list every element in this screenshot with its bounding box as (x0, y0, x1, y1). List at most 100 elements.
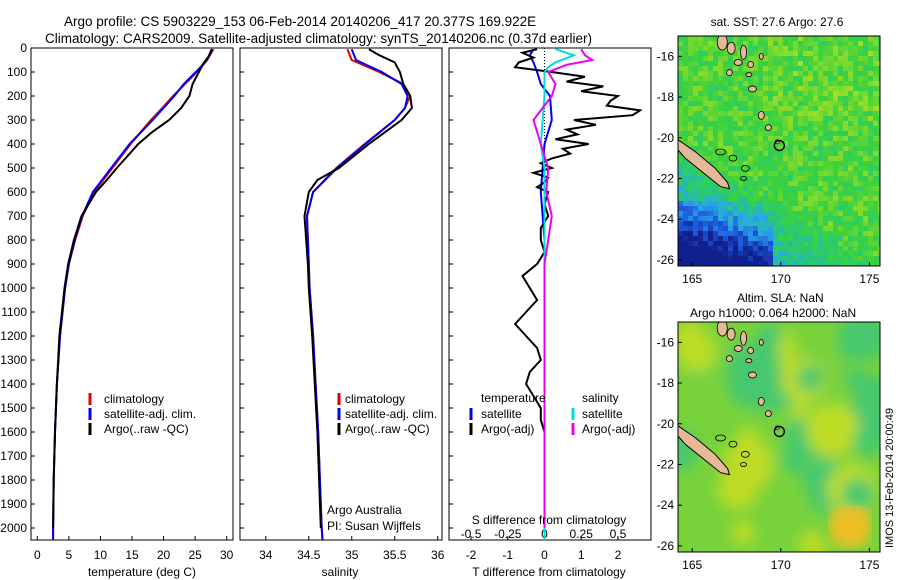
sst-cell (828, 146, 834, 152)
sst-cell (878, 171, 880, 177)
sst-cell (878, 241, 880, 247)
sst-cell (743, 161, 749, 167)
sla-blob (841, 478, 875, 511)
sst-cell (783, 41, 789, 47)
sst-cell (873, 51, 879, 57)
sst-cell (808, 111, 814, 117)
sst-cell (753, 241, 759, 247)
sst-cell (853, 46, 859, 52)
sst-cell (678, 246, 684, 252)
sst-cell (788, 236, 794, 242)
sst-cell (758, 36, 764, 42)
sst-cell (713, 181, 719, 187)
sst-cell (693, 181, 699, 187)
sst-cell (708, 226, 714, 232)
sst-cell (783, 186, 789, 192)
sst-cell (793, 256, 799, 262)
sst-cell (838, 56, 844, 62)
sst-cell (838, 176, 844, 182)
sst-cell (813, 111, 819, 117)
sst-cell (788, 81, 794, 87)
sst-cell (863, 181, 869, 187)
sst-cell (773, 201, 779, 207)
sst-cell (823, 176, 829, 182)
sst-cell (768, 41, 774, 47)
sst-cell (713, 116, 719, 122)
sst-cell (773, 61, 779, 67)
sst-cell (873, 81, 879, 87)
sst-cell (823, 211, 829, 217)
sst-cell (823, 86, 829, 92)
sst-cell (788, 136, 794, 142)
sst-cell (803, 121, 809, 127)
sst-cell (778, 141, 784, 147)
sst-cell (783, 96, 789, 102)
sst-cell (858, 236, 864, 242)
sst-cell (783, 136, 789, 142)
sst-cell (843, 131, 849, 137)
sst-cell (868, 231, 874, 237)
sst-cell (683, 131, 689, 137)
sst-cell (833, 96, 839, 102)
sst-cell (703, 196, 709, 202)
sst-cell (878, 236, 880, 242)
sst-cell (693, 106, 699, 112)
sst-cell (818, 116, 824, 122)
sst-cell (688, 166, 694, 172)
sst-cell (858, 121, 864, 127)
sst-cell (693, 136, 699, 142)
sst-cell (808, 181, 814, 187)
sst-cell (818, 61, 824, 67)
sst-cell (808, 256, 814, 262)
sst-cell (858, 106, 864, 112)
sst-cell (878, 216, 880, 222)
sst-cell (688, 201, 694, 207)
sst-cell (773, 71, 779, 77)
sst-cell (683, 201, 689, 207)
sst-cell (758, 96, 764, 102)
sst-cell (828, 206, 834, 212)
sst-cell (808, 206, 814, 212)
sst-cell (683, 216, 689, 222)
sst-cell (728, 186, 734, 192)
sst-cell (763, 36, 769, 42)
sst-cell (823, 111, 829, 117)
sst-cell (838, 216, 844, 222)
sst-cell (698, 246, 704, 252)
sst-cell (708, 181, 714, 187)
legend-t-argo-label: Argo(-adj) (481, 422, 534, 436)
sst-cell (803, 146, 809, 152)
sst-cell (863, 91, 869, 97)
sst-cell (693, 141, 699, 147)
sst-cell (743, 211, 749, 217)
sst-cell (763, 191, 769, 197)
sst-cell (793, 231, 799, 237)
sst-cell (853, 131, 859, 137)
sst-cell (738, 211, 744, 217)
sst-cell (728, 206, 734, 212)
sla-map (678, 322, 880, 552)
sst-cell (678, 66, 684, 72)
sst-cell (743, 41, 749, 47)
sla-map-title-1: Altim. SLA: NaN (737, 291, 824, 305)
sst-cell (723, 56, 729, 62)
sst-cell (723, 86, 729, 92)
sst-cell (703, 86, 709, 92)
sst-cell (813, 161, 819, 167)
sst-cell (848, 91, 854, 97)
sst-cell (833, 221, 839, 227)
sst-cell (788, 211, 794, 217)
sst-cell (878, 36, 880, 42)
sst-cell (713, 71, 719, 77)
sst-cell (753, 191, 759, 197)
sst-cell (813, 186, 819, 192)
sst-cell (733, 191, 739, 197)
sst-cell (683, 171, 689, 177)
sst-cell (758, 76, 764, 82)
legend-climatology-label: climatology (345, 392, 405, 406)
sst-cell (698, 171, 704, 177)
sst-cell (828, 196, 834, 202)
sst-cell (733, 101, 739, 107)
sst-cell (753, 196, 759, 202)
sst-cell (753, 236, 759, 242)
